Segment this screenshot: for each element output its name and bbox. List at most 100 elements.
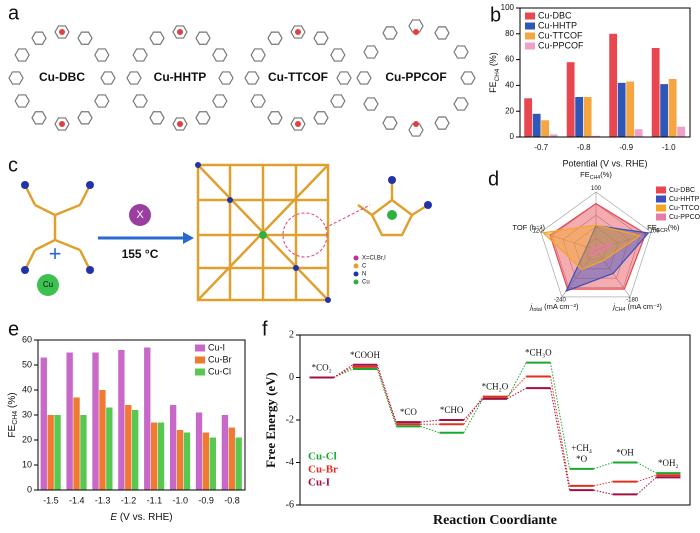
bar — [660, 84, 669, 137]
ring — [382, 26, 398, 40]
ring — [453, 45, 469, 59]
y-tick-label: -2 — [286, 414, 294, 425]
metal-site — [59, 121, 65, 127]
plus: + — [49, 241, 62, 266]
ring — [250, 94, 266, 108]
radar-area — [590, 244, 613, 257]
bar — [132, 410, 139, 490]
bar — [54, 415, 61, 490]
metal: Cu — [43, 280, 53, 289]
ring — [132, 94, 148, 108]
connector — [463, 398, 484, 433]
legend-label: Cu-Br — [208, 354, 232, 364]
label-part: j — [529, 302, 532, 311]
bar — [195, 412, 203, 490]
y-tick-label: 80 — [505, 29, 514, 38]
connector — [506, 376, 527, 397]
y-tick-label: -4 — [286, 457, 294, 468]
label-part: (mA cm⁻²) — [542, 302, 579, 311]
label-part: total — [532, 308, 542, 314]
label-part: ECR — [657, 229, 668, 235]
connector — [593, 489, 613, 495]
ring — [363, 97, 379, 111]
bar — [209, 437, 216, 490]
ring — [31, 31, 47, 45]
x-tick-label: -0.8 — [224, 495, 240, 505]
bar — [144, 347, 151, 490]
label-part: j — [612, 302, 615, 311]
bar — [549, 134, 558, 137]
x-tick-label: -1.3 — [95, 495, 111, 505]
bar — [125, 405, 132, 490]
ring — [14, 48, 30, 62]
metal-site — [177, 121, 183, 127]
bar — [609, 33, 618, 137]
ring — [408, 19, 424, 33]
structure: Cu-TTCOF — [244, 25, 352, 131]
structure: Cu-PPCOF — [356, 19, 476, 137]
ring — [356, 71, 372, 85]
y-tick-label: 50 — [22, 359, 32, 369]
scheme-key: X=Cl,Br,I C N Cu — [353, 255, 386, 286]
bar — [617, 82, 626, 137]
axis-label: FECH4(%) — [580, 170, 612, 181]
y-axis-label: FECH4 (%) — [7, 392, 19, 437]
structure-label: Cu-PPCOF — [385, 70, 446, 84]
plot-frame — [37, 339, 246, 491]
bar — [40, 357, 47, 490]
grid-ring — [573, 226, 619, 270]
ring — [250, 48, 266, 62]
legend-label: Cu-DBC — [669, 187, 695, 194]
x-tick-label: -1.2 — [121, 495, 137, 505]
ring — [382, 116, 398, 130]
ring — [267, 111, 283, 125]
bar — [47, 415, 54, 490]
legend-label: Cu-TTCOF — [669, 205, 700, 212]
panel-label: b — [490, 4, 501, 26]
structure-label: Cu-TTCOF — [268, 70, 328, 84]
state-label: *CH₃O — [525, 348, 552, 358]
label-part: FE — [7, 424, 18, 437]
legend-swatch — [656, 195, 666, 203]
label-part: (%) — [600, 170, 612, 179]
bar — [541, 120, 550, 137]
ring — [94, 48, 110, 62]
bar — [176, 430, 184, 490]
grid-ring — [562, 214, 630, 279]
connector — [593, 481, 613, 487]
y-tick-label: 10 — [22, 459, 32, 469]
structure: Cu-HHTP — [126, 25, 234, 131]
metal-site — [295, 121, 301, 127]
bar — [668, 78, 677, 137]
bar — [583, 97, 592, 137]
connector — [593, 462, 614, 470]
axis-label: jtotal (mA cm⁻²) — [529, 302, 579, 313]
linker — [23, 184, 92, 271]
plot-frame — [299, 334, 691, 506]
metal-ball — [37, 274, 59, 296]
ring — [408, 123, 424, 137]
axis-label: TOF (h⁻¹) — [512, 223, 545, 232]
ring — [54, 117, 70, 131]
axis-max-label: -240 — [554, 297, 567, 303]
ring — [313, 111, 329, 125]
reagent: X — [136, 209, 144, 221]
legend-label: Cu-HHTP — [538, 20, 577, 30]
legend-label: Cu-PPCOF — [669, 214, 700, 221]
label-part: CH4 — [494, 68, 501, 81]
bar — [221, 415, 229, 490]
ring — [8, 71, 24, 85]
legend-label: Cu-I — [308, 477, 330, 489]
plot-frame — [519, 7, 691, 138]
label-part: CH4 — [615, 308, 626, 314]
bar — [626, 81, 635, 137]
x-tick-label: -1.1 — [147, 495, 163, 505]
metal-site — [413, 121, 419, 127]
legend-swatch — [195, 368, 205, 376]
bar — [524, 98, 533, 137]
bar — [228, 427, 235, 490]
x-axis-label: E (V vs. RHE) — [110, 512, 172, 523]
y-tick-label: 0 — [27, 484, 32, 494]
x-tick-label: -1.0 — [173, 495, 189, 505]
